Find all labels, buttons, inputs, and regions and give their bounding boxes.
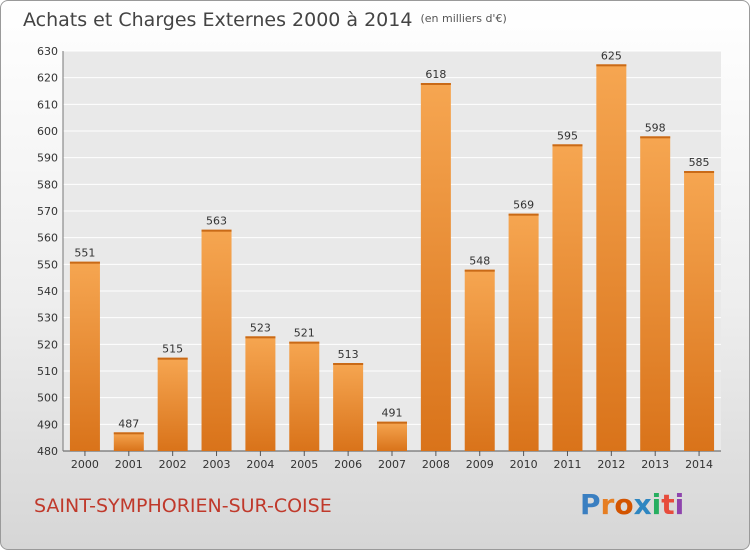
bar-2009 xyxy=(464,269,495,451)
proxiti-logo: Proxiti xyxy=(580,488,684,521)
bar-2004 xyxy=(245,336,276,451)
x-tick-label-2012: 2012 xyxy=(597,458,625,471)
logo-letter: i xyxy=(674,488,685,521)
y-tick-label: 480 xyxy=(37,445,58,458)
bar-top-2004 xyxy=(245,336,276,339)
title-text: Achats et Charges Externes 2000 à 2014 xyxy=(23,9,413,31)
y-tick-label: 550 xyxy=(37,258,58,271)
x-tick-label-2000: 2000 xyxy=(71,458,99,471)
data-label-2012: 625 xyxy=(601,49,622,62)
bar-top-2005 xyxy=(289,341,320,344)
bar-top-2001 xyxy=(113,432,144,435)
bar-top-2012 xyxy=(596,64,627,67)
y-tick-label: 620 xyxy=(37,72,58,85)
bar-2014 xyxy=(684,171,715,451)
bar-top-2007 xyxy=(377,421,407,424)
bar-2010 xyxy=(508,213,539,451)
bar-top-2009 xyxy=(464,269,495,272)
bar-top-2013 xyxy=(640,136,671,139)
data-label-2011: 595 xyxy=(557,129,578,142)
y-tick-label: 580 xyxy=(37,178,58,191)
x-tick-label-2001: 2001 xyxy=(115,458,143,471)
bar-2003 xyxy=(201,229,232,451)
chart-title: Achats et Charges Externes 2000 à 2014 (e… xyxy=(23,9,507,31)
y-tick-label: 500 xyxy=(37,392,58,405)
y-tick-label: 490 xyxy=(37,418,58,431)
bar-2012 xyxy=(596,64,627,452)
logo-letter: t xyxy=(661,488,675,521)
x-tick-label-2008: 2008 xyxy=(422,458,450,471)
x-tick-label-2003: 2003 xyxy=(203,458,231,471)
bar-2008 xyxy=(420,83,451,451)
data-label-2010: 569 xyxy=(513,199,534,212)
data-label-2009: 548 xyxy=(469,255,490,268)
data-label-2005: 521 xyxy=(294,327,315,340)
bar-top-2002 xyxy=(157,357,188,360)
x-tick-label-2004: 2004 xyxy=(246,458,274,471)
logo-letter: i xyxy=(651,488,662,521)
y-tick-label: 600 xyxy=(37,125,58,138)
x-tick-label-2014: 2014 xyxy=(685,458,713,471)
x-tick-label-2007: 2007 xyxy=(378,458,406,471)
x-tick-label-2011: 2011 xyxy=(553,458,581,471)
bar-layer xyxy=(69,64,715,452)
data-label-2014: 585 xyxy=(689,156,710,169)
data-label-2008: 618 xyxy=(425,68,446,81)
data-label-2007: 491 xyxy=(382,407,403,420)
y-tick-label: 520 xyxy=(37,338,58,351)
x-tick-label-2013: 2013 xyxy=(641,458,669,471)
y-tick-label: 590 xyxy=(37,152,58,165)
bar-top-2011 xyxy=(552,144,583,147)
x-tick-label-2006: 2006 xyxy=(334,458,362,471)
bar-2006 xyxy=(333,363,364,451)
data-label-2006: 513 xyxy=(338,348,359,361)
commune-name: SAINT-SYMPHORIEN-SUR-COISE xyxy=(34,495,332,517)
bar-top-2003 xyxy=(201,229,232,232)
logo-letter: P xyxy=(580,488,601,521)
logo-letter: o xyxy=(614,488,634,521)
bar-top-2010 xyxy=(508,213,539,216)
y-tick-label: 510 xyxy=(37,365,58,378)
x-tick-label-2002: 2002 xyxy=(159,458,187,471)
bar-top-2000 xyxy=(69,261,100,264)
y-tick-label: 530 xyxy=(37,312,58,325)
label-layer: 480 490 500 510 520 530 540 550 560 570 580 590 600 6… xyxy=(37,45,713,471)
data-label-2013: 598 xyxy=(645,121,666,134)
bar-2002 xyxy=(157,357,188,451)
bar-2013 xyxy=(640,136,671,452)
y-tick-label: 570 xyxy=(37,205,58,218)
bar-2001 xyxy=(113,432,144,451)
data-label-2004: 523 xyxy=(250,321,271,334)
x-tick-label-2005: 2005 xyxy=(290,458,318,471)
y-tick-label: 540 xyxy=(37,285,58,298)
bar-2007 xyxy=(377,421,407,451)
bar-2000 xyxy=(69,261,100,451)
data-label-2000: 551 xyxy=(74,247,95,260)
bar-2005 xyxy=(289,341,320,451)
y-tick-label: 560 xyxy=(37,232,58,245)
bar-top-2008 xyxy=(420,83,451,85)
bar-2011 xyxy=(552,144,583,452)
data-label-2002: 515 xyxy=(162,343,183,356)
data-label-2003: 563 xyxy=(206,215,227,228)
data-label-2001: 487 xyxy=(118,417,139,430)
x-tick-label-2009: 2009 xyxy=(466,458,494,471)
logo-letter: x xyxy=(633,488,652,521)
bar-top-2006 xyxy=(333,363,364,365)
y-tick-label: 610 xyxy=(37,98,58,111)
bar-top-2014 xyxy=(684,171,715,173)
logo-letter: r xyxy=(600,488,615,521)
y-tick-label: 630 xyxy=(37,45,58,58)
x-tick-label-2010: 2010 xyxy=(510,458,538,471)
unit-label: (en milliers d'€) xyxy=(420,12,507,25)
